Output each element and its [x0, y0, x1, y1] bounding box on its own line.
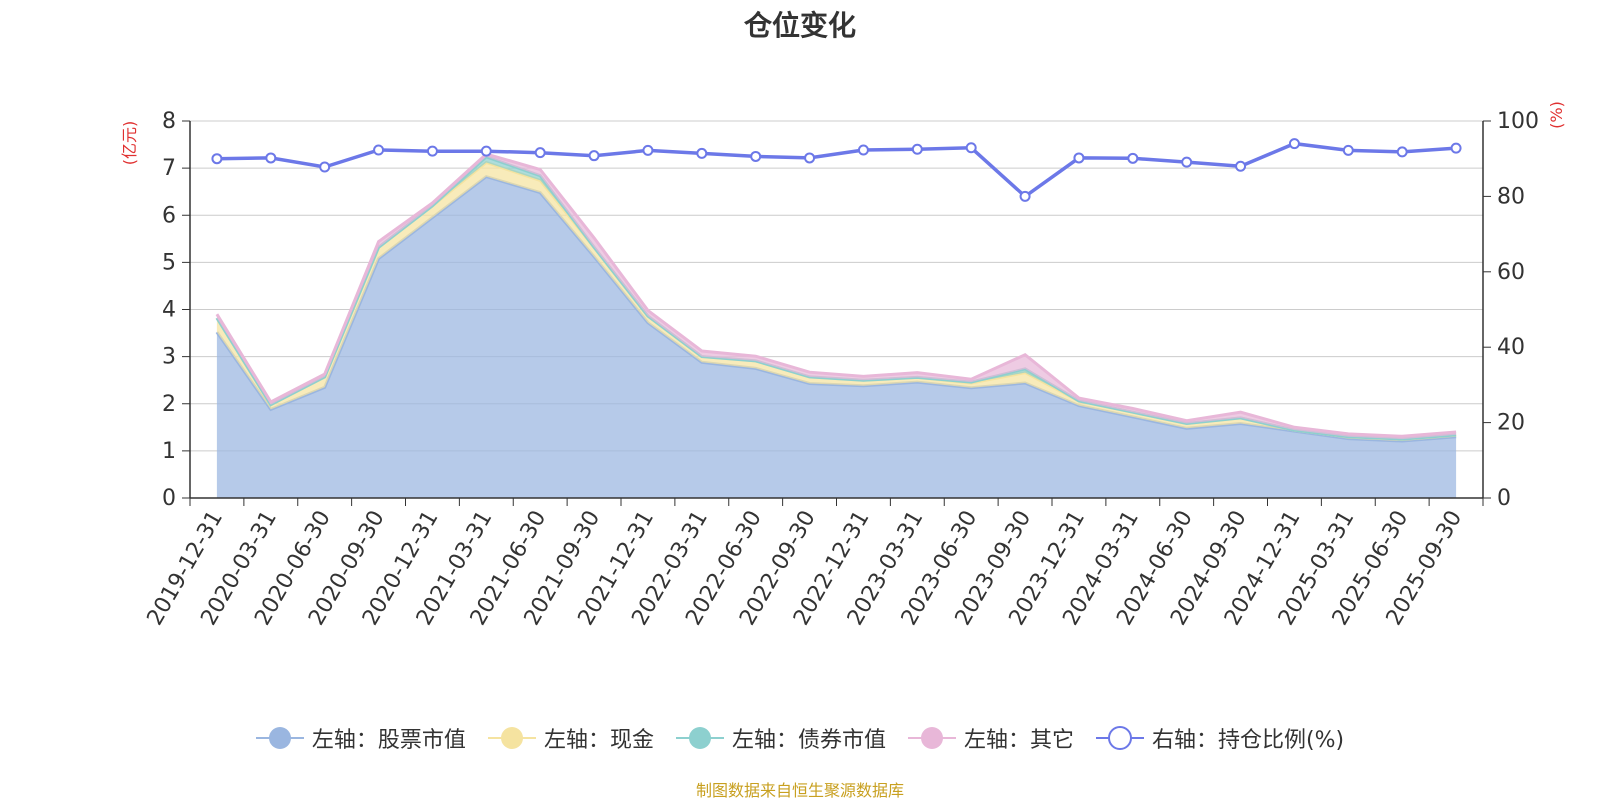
line-point — [804, 152, 816, 164]
right-axis-tick-label: 80 — [1497, 184, 1525, 209]
legend: 左轴：股票市值 左轴：现金 左轴：债券市值 左轴：其它 右轴：持仓比例(%) — [0, 722, 1600, 754]
line-point — [211, 153, 223, 165]
left-axis-tick-label: 0 — [162, 486, 176, 511]
line-point — [1342, 144, 1354, 156]
right-axis-tick-label: 20 — [1497, 411, 1525, 436]
left-axis-tick-label: 8 — [162, 109, 176, 134]
line-point — [480, 145, 492, 157]
line-point — [319, 161, 331, 173]
legend-swatch-icon — [675, 727, 724, 749]
line-point — [1235, 160, 1247, 172]
position-ratio-line — [211, 138, 1462, 202]
line-point — [750, 150, 762, 162]
left-axis-tick-label: 4 — [162, 298, 176, 323]
legend-item[interactable]: 左轴：股票市值 — [255, 722, 466, 754]
line-point — [1019, 190, 1031, 202]
legend-label: 左轴：其它 — [963, 728, 1074, 753]
right-axis-tick-label: 40 — [1497, 335, 1525, 360]
left-axis-tick-label: 2 — [162, 392, 176, 417]
legend-label: 左轴：股票市值 — [311, 728, 466, 753]
left-axis-tick-label: 5 — [162, 250, 176, 275]
legend-swatch-icon — [907, 727, 956, 749]
line-point — [696, 147, 708, 159]
legend-swatch-icon — [1095, 726, 1144, 750]
line-point — [534, 147, 546, 159]
line-point — [857, 144, 869, 156]
left-axis-tick-label: 1 — [162, 439, 176, 464]
legend-item[interactable]: 右轴：持仓比例(%) — [1095, 722, 1345, 754]
stacked-areas — [215, 152, 1457, 498]
line-point — [1450, 142, 1462, 154]
legend-item[interactable]: 左轴：其它 — [907, 722, 1074, 754]
line-point — [588, 150, 600, 162]
line-point — [1181, 156, 1193, 168]
line-point — [426, 145, 438, 157]
legend-label: 左轴：现金 — [543, 728, 654, 753]
right-axis-tick-label: 100 — [1497, 109, 1539, 134]
line-point — [1288, 138, 1300, 150]
left-axis-tick-label: 7 — [162, 156, 176, 181]
area-左轴：股票市值 — [216, 176, 1457, 498]
line-point — [1073, 152, 1085, 164]
source-note: 制图数据来自恒生聚源数据库 — [695, 781, 904, 800]
line-右轴：持仓比例(%) — [216, 141, 1457, 199]
left-axis-unit-label: (亿元) — [120, 121, 139, 166]
legend-label: 左轴：债券市值 — [731, 728, 886, 753]
line-point — [265, 152, 277, 164]
right-axis-unit-label: (%) — [1547, 101, 1566, 129]
line-point — [642, 144, 654, 156]
right-axis-tick-label: 0 — [1497, 486, 1511, 511]
line-point — [1396, 146, 1408, 158]
right-axis-tick-label: 60 — [1497, 260, 1525, 285]
line-point — [1127, 152, 1139, 164]
left-axis-tick-label: 6 — [162, 203, 176, 228]
left-axis-tick-label: 3 — [162, 345, 176, 370]
legend-swatch-icon — [487, 727, 536, 749]
line-point — [911, 143, 923, 155]
legend-label: 右轴：持仓比例(%) — [1151, 728, 1345, 753]
chart-title: 仓位变化 — [743, 9, 856, 42]
legend-item[interactable]: 左轴：债券市值 — [675, 722, 886, 754]
line-point — [373, 144, 385, 156]
legend-swatch-icon — [255, 727, 304, 749]
area-edge-左轴：其它 — [215, 152, 1457, 438]
legend-item[interactable]: 左轴：现金 — [487, 722, 654, 754]
line-point — [965, 142, 977, 154]
